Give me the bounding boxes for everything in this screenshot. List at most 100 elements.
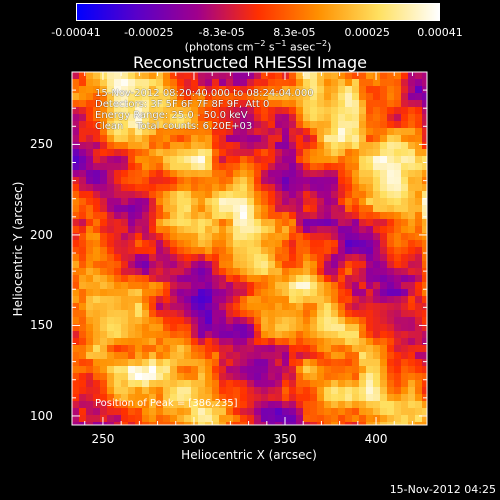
heatmap-cell	[72, 289, 80, 297]
heatmap-cell	[254, 289, 262, 297]
heatmap-cell	[324, 422, 332, 425]
heatmap-cell	[149, 198, 157, 206]
heatmap-cell	[142, 422, 150, 425]
heatmap-cell	[303, 135, 311, 143]
heatmap-cell	[324, 415, 332, 423]
heatmap-cell	[275, 317, 283, 325]
heatmap-cell	[415, 72, 423, 80]
heatmap-cell	[233, 233, 241, 241]
heatmap-cell	[282, 156, 290, 164]
heatmap-cell	[380, 170, 388, 178]
heatmap-cell	[401, 219, 409, 227]
heatmap-cell	[268, 142, 276, 150]
heatmap-cell	[289, 205, 297, 213]
heatmap-cell	[107, 142, 115, 150]
heatmap-cell	[324, 387, 332, 395]
heatmap-cell	[317, 100, 325, 108]
heatmap-cell	[331, 72, 339, 80]
heatmap-cell	[317, 310, 325, 318]
heatmap-cell	[408, 79, 416, 87]
heatmap-cell	[373, 128, 381, 136]
heatmap-cell	[205, 338, 213, 346]
heatmap-cell	[170, 345, 178, 353]
heatmap-cell	[366, 324, 374, 332]
heatmap-cell	[282, 79, 290, 87]
heatmap-cell	[240, 184, 248, 192]
heatmap-cell	[219, 303, 227, 311]
heatmap-cell	[352, 394, 360, 402]
heatmap-cell	[142, 345, 150, 353]
heatmap-cell	[261, 121, 269, 129]
heatmap-cell	[275, 212, 283, 220]
heatmap-cell	[128, 380, 136, 388]
heatmap-cell	[324, 170, 332, 178]
heatmap-cell	[401, 135, 409, 143]
heatmap-cell	[79, 387, 87, 395]
heatmap-cell	[345, 170, 353, 178]
heatmap-cell	[303, 345, 311, 353]
heatmap-cell	[226, 156, 234, 164]
heatmap-cell	[275, 128, 283, 136]
heatmap-cell	[401, 240, 409, 248]
heatmap-cell	[408, 275, 416, 283]
heatmap-cell	[359, 317, 367, 325]
heatmap-cell	[93, 198, 101, 206]
heatmap-cell	[268, 380, 276, 388]
heatmap-cell	[191, 380, 199, 388]
heatmap-cell	[289, 366, 297, 374]
heatmap-cell	[261, 156, 269, 164]
heatmap-cell	[163, 177, 171, 185]
heatmap-cell	[121, 415, 129, 423]
heatmap-cell	[79, 303, 87, 311]
heatmap-cell	[394, 128, 402, 136]
heatmap-cell	[380, 86, 388, 94]
heatmap-cell	[331, 359, 339, 367]
heatmap-cell	[317, 282, 325, 290]
heatmap-cell	[184, 205, 192, 213]
heatmap-cell	[128, 184, 136, 192]
heatmap-cell	[331, 240, 339, 248]
heatmap-cell	[310, 422, 318, 425]
heatmap-cell	[86, 219, 94, 227]
heatmap-cell	[401, 366, 409, 374]
heatmap-cell	[114, 317, 122, 325]
heatmap-cell	[394, 387, 402, 395]
heatmap-cell	[352, 156, 360, 164]
heatmap-cell	[324, 79, 332, 87]
heatmap-cell	[310, 408, 318, 416]
heatmap-cell	[289, 387, 297, 395]
heatmap-cell	[72, 226, 80, 234]
heatmap-cell	[198, 72, 206, 80]
heatmap-cell	[352, 254, 360, 262]
heatmap-cell	[254, 324, 262, 332]
heatmap-cell	[261, 191, 269, 199]
heatmap-cell	[254, 359, 262, 367]
heatmap-cell	[408, 408, 416, 416]
heatmap-cell	[247, 345, 255, 353]
heatmap-cell	[282, 128, 290, 136]
heatmap-cell	[219, 317, 227, 325]
heatmap-cell	[422, 86, 427, 94]
heatmap-cell	[408, 142, 416, 150]
heatmap-cell	[380, 352, 388, 360]
heatmap-cell	[170, 205, 178, 213]
heatmap-cell	[100, 212, 108, 220]
heatmap-cell	[240, 303, 248, 311]
heatmap-cell	[226, 72, 234, 80]
heatmap-cell	[93, 135, 101, 143]
heatmap-cell	[233, 324, 241, 332]
heatmap-cell	[324, 212, 332, 220]
heatmap-cell	[177, 345, 185, 353]
heatmap-cell	[324, 408, 332, 416]
heatmap-cell	[289, 338, 297, 346]
heatmap-cell	[86, 324, 94, 332]
heatmap-cell	[359, 212, 367, 220]
heatmap-cell	[79, 212, 87, 220]
heatmap-cell	[268, 79, 276, 87]
heatmap-cell	[359, 114, 367, 122]
heatmap-cell	[121, 219, 129, 227]
heatmap-cell	[345, 93, 353, 101]
heatmap-cell	[275, 79, 283, 87]
heatmap-cell	[247, 380, 255, 388]
heatmap-cell	[261, 296, 269, 304]
